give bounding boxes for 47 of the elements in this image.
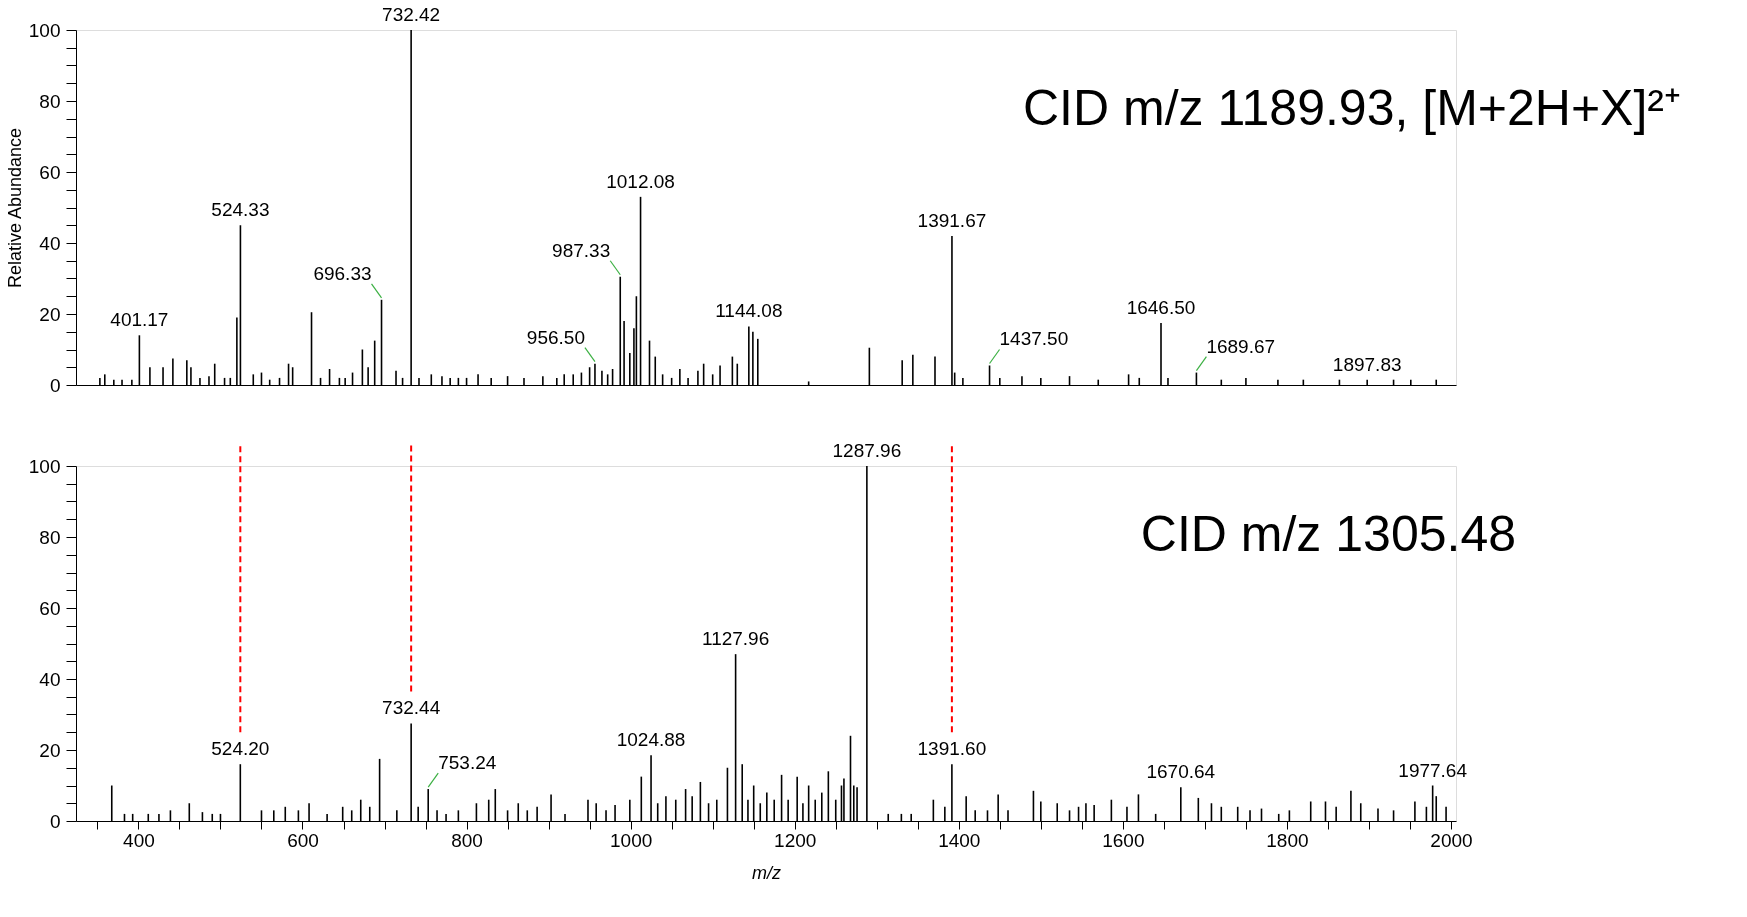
annotation: 1287.96: [832, 440, 902, 461]
y-tick-label: 40: [39, 668, 61, 690]
annotation: 987.33: [552, 239, 611, 261]
x-tick-label: 1800: [1266, 829, 1309, 851]
annotation: 1897.83: [1332, 353, 1402, 375]
y-tick-label: 20: [39, 303, 61, 325]
y-tick-label: 80: [39, 90, 61, 112]
y-axis-title: Relative Abundance: [4, 127, 25, 289]
y-tick-label: 60: [39, 597, 61, 619]
annotation: 732.42: [382, 4, 441, 25]
annotation: 524.20: [211, 738, 270, 760]
annotation: 524.33: [211, 199, 270, 221]
y-tick-label: 60: [39, 161, 61, 183]
annotation: 1689.67: [1206, 335, 1276, 357]
annotation: 956.50: [526, 326, 585, 348]
annotation: 1646.50: [1126, 296, 1196, 318]
annotation: 753.24: [438, 752, 497, 774]
y-tick-label: 20: [39, 739, 61, 761]
x-axis-title: m/z: [752, 862, 781, 883]
y-tick-label: 100: [28, 455, 61, 477]
x-tick-label: 1000: [610, 829, 653, 851]
annotation: 732.44: [382, 697, 441, 719]
annotation: 1144.08: [715, 300, 783, 322]
annotation: 1391.67: [917, 209, 987, 231]
annotation: 696.33: [313, 262, 372, 284]
annotation: 1437.50: [999, 328, 1069, 350]
text: CID m/z 1189.93, [M+2H+X]²⁺: [1023, 80, 1681, 136]
x-tick-label: 600: [287, 829, 319, 851]
y-tick-label: 0: [49, 374, 61, 396]
annotation: 1012.08: [606, 170, 675, 192]
y-tick-label: 0: [49, 810, 61, 832]
annotation: 1024.88: [616, 729, 686, 751]
x-tick-label: 1200: [774, 829, 817, 851]
y-tick-label: 80: [39, 526, 61, 548]
text: CID m/z 1305.48: [1140, 506, 1516, 562]
annotation: 1670.64: [1146, 761, 1216, 783]
x-tick-label: 1600: [1102, 829, 1145, 851]
annotation: 1391.60: [917, 738, 987, 760]
annotation: 1977.64: [1398, 759, 1468, 781]
y-tick-label: 40: [39, 232, 61, 254]
annotation: 401.17: [110, 309, 169, 331]
x-tick-label: 1400: [938, 829, 981, 851]
x-tick-label: 2000: [1430, 829, 1473, 851]
x-tick-label: 400: [123, 829, 155, 851]
y-tick-label: 100: [28, 19, 61, 41]
annotation: 1127.96: [701, 628, 770, 650]
x-tick-label: 800: [451, 829, 483, 851]
